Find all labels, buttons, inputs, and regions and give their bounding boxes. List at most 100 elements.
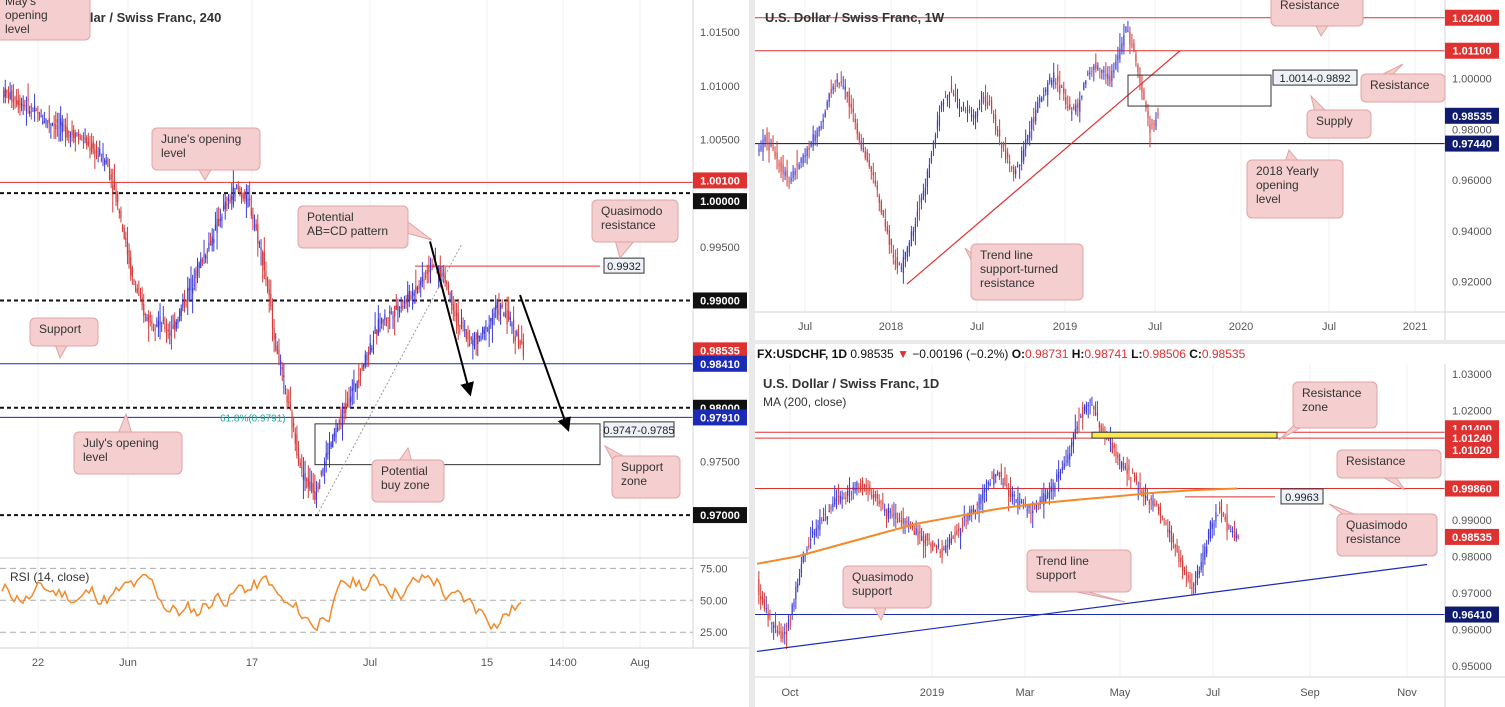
h4-candle <box>201 260 204 262</box>
w1-candle <box>1009 161 1011 164</box>
d1-candle <box>767 612 769 620</box>
d1-candle <box>884 509 886 512</box>
h4-candle <box>87 141 89 145</box>
h4-candle <box>50 124 52 126</box>
d1-candle <box>1085 404 1088 413</box>
h4-candle <box>79 137 81 140</box>
callout-resistance-top-text: Resistance <box>1280 0 1340 12</box>
time-axis-label: Aug <box>630 657 650 669</box>
w1-candle <box>890 238 892 246</box>
h4-candle <box>337 427 339 431</box>
h4-candle <box>271 304 274 329</box>
w1-candle <box>850 104 852 108</box>
d1-candle <box>1233 535 1236 541</box>
d1-candle <box>926 533 928 541</box>
callout-resistance-zone-box <box>1292 381 1378 429</box>
d1-candle <box>1126 468 1128 475</box>
w1-candle <box>930 153 933 163</box>
price-axis-label: 1.00000 <box>1452 74 1492 86</box>
d1-candle <box>885 508 888 517</box>
h4-candle <box>495 305 497 310</box>
h4-candle <box>156 324 158 326</box>
d1-candle <box>922 539 925 544</box>
callout-mays-opening-box <box>0 0 91 41</box>
d1-candle <box>982 489 984 501</box>
callout-quasimodo-support-text: Quasimodo support <box>852 570 914 598</box>
resistance-zone <box>1091 431 1278 439</box>
h4-candle <box>130 257 132 276</box>
h4-candle <box>328 443 331 454</box>
d1-candle <box>1220 502 1223 513</box>
d1-candle <box>834 497 836 505</box>
w1-candle <box>1067 106 1069 108</box>
h4-candle <box>206 250 208 254</box>
h4-candle <box>53 123 55 126</box>
d1-candle <box>1045 495 1047 502</box>
d1-candle <box>972 508 975 513</box>
callout-abcd-text: Potential AB=CD pattern <box>307 210 388 238</box>
d1-candle <box>952 536 954 539</box>
price-axis-label: 0.98000 <box>1452 124 1492 136</box>
w1-candle <box>862 148 864 150</box>
d1-candle <box>1046 492 1049 495</box>
d1-candle <box>1139 482 1141 488</box>
h4-candle <box>350 396 352 403</box>
d1-candle <box>830 507 832 510</box>
w1-candle <box>758 148 760 152</box>
w1-candle <box>1045 89 1047 92</box>
d1-candle <box>1207 529 1210 539</box>
h4-candle <box>294 432 296 444</box>
level-2-tag: 0.99000 <box>700 295 740 307</box>
h4-candle <box>60 118 62 126</box>
d1-candle <box>1198 570 1200 575</box>
price-axis-label: 0.99000 <box>1452 515 1492 527</box>
w-level-2-tag-bg <box>1445 107 1499 124</box>
d1-candle <box>895 512 897 519</box>
h4-candle <box>86 136 88 146</box>
d1-candle <box>819 517 821 531</box>
h4-candle <box>377 319 379 336</box>
d1-candle <box>769 613 771 617</box>
w1-candle <box>790 177 792 182</box>
time-axis-label: Oct <box>781 687 798 699</box>
h4-candle <box>245 192 247 202</box>
d1-candle <box>1054 485 1056 492</box>
h4-candle <box>288 401 290 403</box>
h4-candle <box>19 98 21 108</box>
price-axis-label: 0.94000 <box>1452 226 1492 238</box>
d1-candle <box>1115 451 1117 456</box>
callout-buy-zone-text: Potential buy zone <box>381 464 430 492</box>
w1-candle <box>1117 55 1119 61</box>
w1-candle <box>860 140 862 149</box>
h4-candle <box>475 333 477 340</box>
w1-candle <box>818 127 820 132</box>
d1-candle <box>996 472 999 475</box>
w1-candle <box>830 89 832 94</box>
d1-candle <box>817 525 819 529</box>
chart-1d-panel: 1.03000 1.02000 0.99000 0.98000 0.97000 0.960… <box>755 344 1505 707</box>
d-level-4-tag-bg <box>1445 528 1499 545</box>
d1-candle <box>878 500 880 504</box>
h4-candle <box>273 328 275 340</box>
h4-candle <box>369 343 371 354</box>
d1-candle <box>1189 578 1191 584</box>
w1-candle <box>1131 44 1133 46</box>
h4-candle <box>224 201 226 210</box>
h4-candle <box>205 255 207 259</box>
chart-1d-svg: 1.03000 1.02000 0.99000 0.98000 0.97000 0.960… <box>755 347 1505 707</box>
d1-candle <box>1135 476 1137 482</box>
w1-candle <box>1089 72 1091 75</box>
h4-candle <box>415 286 417 293</box>
h4-candle <box>416 287 419 291</box>
callout-trendline-text: Trend line support-turned resistance <box>980 248 1058 290</box>
w1-candle <box>792 171 794 178</box>
time-axis-label: Jun <box>119 657 137 669</box>
d1-candle <box>1032 510 1034 514</box>
h4-candle <box>63 125 65 127</box>
w1-candle <box>852 108 854 113</box>
d1-candle <box>1035 504 1038 509</box>
h4-candle <box>216 218 218 233</box>
d1-candle <box>906 520 908 523</box>
h4-candle <box>38 112 41 120</box>
h4-candle <box>35 110 37 112</box>
